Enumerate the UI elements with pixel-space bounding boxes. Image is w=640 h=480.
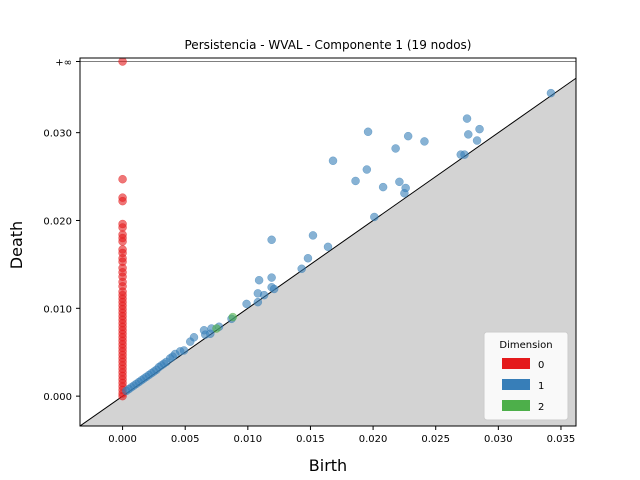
data-point-dim-1 — [201, 330, 210, 339]
data-point-dim-0 — [118, 237, 127, 246]
data-point-dim-1 — [351, 176, 360, 186]
data-point-dim-2 — [228, 312, 238, 322]
x-tick-label: 0.030 — [484, 434, 513, 445]
legend-title: Dimension — [499, 340, 552, 351]
y-tick-label: 0.030 — [43, 129, 72, 140]
data-point-dim-1 — [259, 290, 269, 300]
x-axis-title: Birth — [309, 456, 347, 475]
data-point-dim-1 — [475, 124, 484, 134]
legend: Dimension 0 1 2 — [483, 331, 569, 421]
data-point-dim-2 — [212, 324, 221, 333]
data-point-dim-1 — [460, 150, 469, 159]
legend-swatch-dim-0 — [502, 358, 530, 369]
x-tick-label: 0.000 — [108, 434, 137, 445]
legend-label-dim-2: 2 — [538, 402, 544, 413]
data-point-dim-1 — [269, 284, 279, 294]
data-point-dim-1 — [462, 114, 472, 123]
data-point-dim-0 — [118, 58, 127, 66]
data-point-dim-1 — [267, 235, 276, 245]
infinity-tick-label: +∞ — [55, 58, 72, 69]
legend-box — [483, 331, 569, 421]
data-point-dim-1 — [303, 253, 313, 263]
data-point-dim-1 — [254, 275, 264, 285]
data-point-dim-1 — [253, 297, 263, 307]
legend-swatch-dim-1 — [502, 379, 530, 390]
data-point-dim-1 — [308, 231, 318, 240]
data-point-dim-1 — [328, 156, 338, 166]
x-tick-label: 0.005 — [171, 434, 200, 445]
x-tick-label: 0.035 — [547, 434, 576, 445]
x-tick-label: 0.020 — [359, 434, 388, 445]
x-tick-label: 0.025 — [421, 434, 450, 445]
data-point-dim-1 — [464, 130, 473, 139]
data-point-dim-1 — [297, 264, 306, 274]
data-point-dim-1 — [472, 136, 482, 145]
data-point-dim-1 — [370, 212, 379, 222]
data-point-dim-1 — [362, 165, 372, 174]
y-tick-label: 0.000 — [43, 392, 72, 403]
data-point-dim-1 — [546, 88, 556, 98]
data-point-dim-1 — [122, 386, 131, 396]
data-point-dim-1 — [185, 337, 195, 346]
data-point-dim-1 — [363, 127, 373, 137]
data-point-dim-0 — [118, 196, 127, 206]
data-point-dim-1 — [420, 137, 429, 146]
data-point-dim-1 — [323, 242, 333, 252]
plot-area — [80, 58, 576, 426]
y-tick-label: 0.010 — [43, 304, 72, 315]
y-axis-title: Death — [7, 221, 26, 269]
data-point-dim-0 — [118, 174, 127, 184]
legend-label-dim-0: 0 — [538, 360, 544, 371]
y-tick-label: 0.020 — [43, 216, 72, 227]
plot-frame — [79, 57, 577, 427]
chart-title: Persistencia - WVAL - Componente 1 (19 n… — [185, 38, 472, 52]
x-tick-label: 0.015 — [296, 434, 325, 445]
data-point-dim-1 — [267, 273, 276, 282]
data-point-dim-1 — [403, 131, 413, 141]
data-point-dim-1 — [400, 189, 409, 198]
data-point-dim-1 — [395, 177, 404, 187]
data-point-dim-1 — [242, 299, 251, 309]
data-point-dim-1 — [378, 182, 388, 192]
x-tick-label: 0.010 — [234, 434, 263, 445]
legend-label-dim-1: 1 — [538, 381, 544, 392]
data-point-dim-1 — [391, 144, 400, 153]
legend-swatch-dim-2 — [502, 400, 530, 411]
